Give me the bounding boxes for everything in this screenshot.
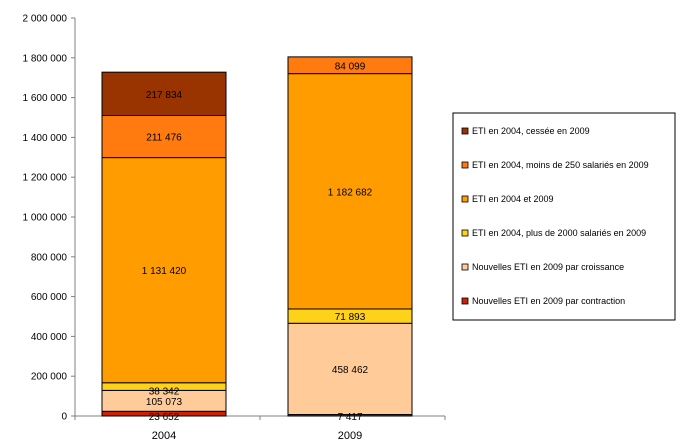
bar-segment <box>287 56 413 75</box>
bar-segment <box>287 322 413 416</box>
y-tick-label: 800 000 <box>31 252 68 263</box>
data-label: 23 652 <box>149 412 180 423</box>
data-label: 7 417 <box>337 412 362 423</box>
x-axis: 2004 2009 <box>74 415 446 442</box>
legend-swatch <box>461 195 469 203</box>
legend-label: ETI en 2004 et 2009 <box>472 194 554 204</box>
data-label: 458 462 <box>332 365 369 376</box>
legend-label: ETI en 2004, plus de 2000 salariés en 20… <box>472 228 646 238</box>
legend: ETI en 2004, cessée en 2009 ETI en 2004, … <box>452 112 676 321</box>
data-label: 38 342 <box>149 386 180 397</box>
data-label: 105 073 <box>146 397 183 408</box>
data-label: 217 834 <box>146 90 183 101</box>
y-tick-label: 1 000 000 <box>23 213 68 224</box>
legend-swatch <box>461 229 469 237</box>
bar-segment <box>101 157 227 384</box>
data-label: 211 476 <box>146 133 182 144</box>
bar-segment <box>287 73 413 310</box>
y-tick-label: 2 000 000 <box>23 14 68 25</box>
legend-swatch <box>461 161 469 169</box>
y-tick-label: 1 400 000 <box>23 133 68 144</box>
y-tick-label: 600 000 <box>31 292 68 303</box>
bar-segment <box>101 71 227 117</box>
legend-swatch <box>461 127 469 135</box>
x-category-label: 2004 <box>152 430 176 442</box>
y-tick-label: 1 200 000 <box>23 173 68 184</box>
legend-swatch <box>461 263 469 271</box>
data-label: 1 182 682 <box>328 187 373 198</box>
y-tick-label: 0 <box>61 412 67 423</box>
legend-swatch <box>461 297 469 305</box>
y-tick-label: 200 000 <box>31 372 68 383</box>
legend-label: ETI en 2004, moins de 250 salariés en 20… <box>472 160 649 170</box>
data-label: 84 099 <box>335 61 366 72</box>
y-tick-label: 400 000 <box>31 332 68 343</box>
y-tick-label: 1 600 000 <box>23 93 68 104</box>
y-tick-label: 1 800 000 <box>23 53 68 64</box>
x-category-label: 2009 <box>338 430 362 442</box>
data-label: 71 893 <box>335 312 366 323</box>
legend-label: ETI en 2004, cessée en 2009 <box>472 126 590 136</box>
legend-label: Nouvelles ETI en 2009 par croissance <box>472 262 624 272</box>
y-axis: 0 200 000 400 000 600 000 800 000 1 000 000 1 … <box>23 14 76 423</box>
legend-box <box>452 112 676 321</box>
data-label: 1 131 420 <box>142 266 187 277</box>
legend-label: Nouvelles ETI en 2009 par contraction <box>472 296 625 306</box>
